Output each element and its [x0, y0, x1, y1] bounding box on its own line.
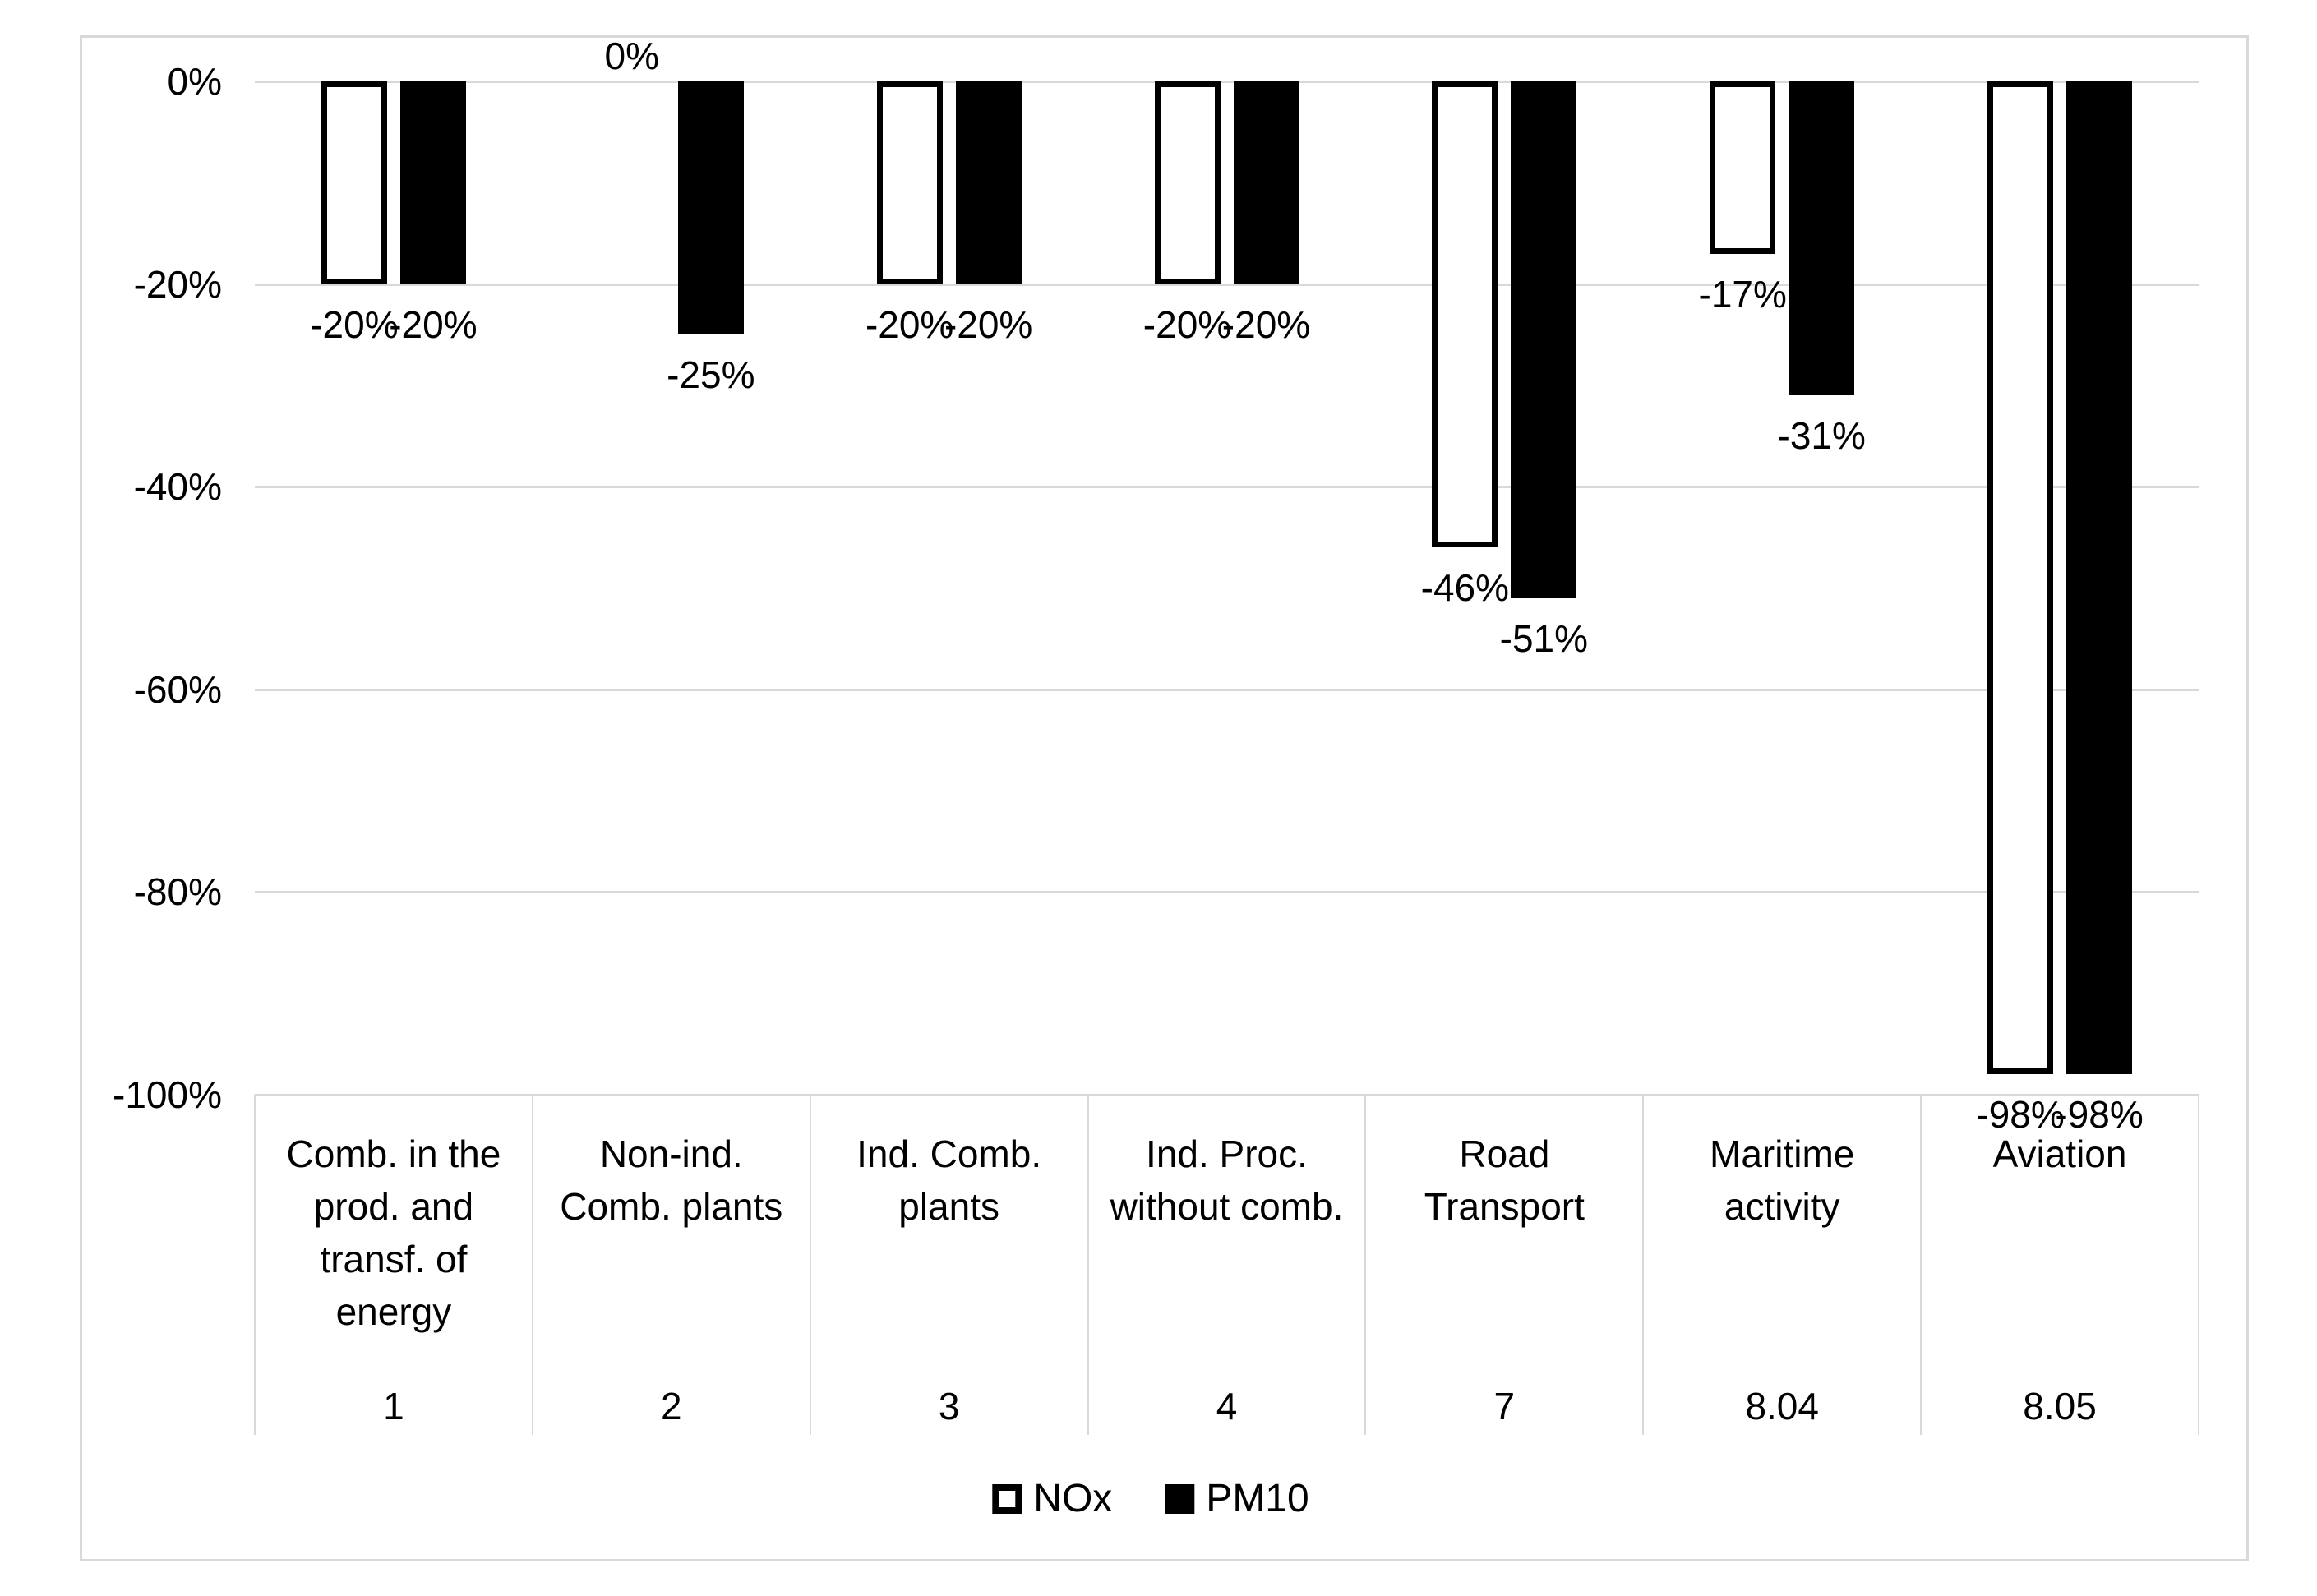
category-label-line: Non-ind.: [599, 1132, 743, 1175]
bar-pm10: [2066, 81, 2133, 1075]
category-table-border: [809, 1095, 811, 1435]
y-axis-tick-label: -60%: [133, 667, 222, 711]
category-code: 1: [383, 1385, 404, 1428]
category-label-line: prod. and: [313, 1185, 474, 1228]
data-label-pm10: -51%: [1499, 616, 1589, 660]
category-label-line: Aviation: [1992, 1132, 2127, 1175]
y-axis-tick-label: -40%: [133, 465, 222, 509]
data-label-pm10: -20%: [944, 302, 1033, 346]
data-label-nox: -17%: [1698, 272, 1787, 316]
bar-pm10: [955, 81, 1022, 284]
category-label-line: Ind. Comb.: [856, 1132, 1042, 1175]
legend-nox-swatch: [992, 1483, 1022, 1514]
data-label-nox: -20%: [1142, 302, 1232, 346]
category-label-line: without comb.: [1110, 1185, 1344, 1228]
legend-nox-label: NOx: [1033, 1477, 1113, 1520]
data-label-nox: -20%: [310, 302, 399, 346]
category-table-border: [1920, 1095, 1922, 1435]
category-label-line: Road: [1459, 1132, 1550, 1175]
data-label-pm10: -31%: [1777, 414, 1866, 458]
category-label-line: Ind. Proc.: [1146, 1132, 1308, 1175]
data-label-nox: -98%: [1976, 1093, 2065, 1137]
category-label: Aviation: [1926, 1128, 2194, 1180]
y-axis-tick-label: 0%: [167, 60, 222, 103]
category-label: Ind. Proc. without comb.: [1093, 1128, 1361, 1233]
category-code: 7: [1493, 1385, 1516, 1428]
gridline: [255, 688, 2199, 691]
gridline: [255, 283, 2199, 286]
bar-nox: [1154, 81, 1221, 284]
legend-item-pm10: PM10: [1165, 1476, 1309, 1521]
bar-nox: [1710, 81, 1776, 254]
category-label: Road Transport: [1370, 1128, 1638, 1233]
y-axis-tick-label: -100%: [113, 1073, 222, 1116]
legend-pm10-swatch: [1165, 1483, 1195, 1514]
category-table-border: [254, 1095, 256, 1435]
category-table-border: [1087, 1095, 1089, 1435]
data-label-pm10: -20%: [1221, 302, 1311, 346]
category-label: Ind. Comb. plants: [815, 1128, 1083, 1233]
category-label: Comb. in the prod. and transf. of energy: [260, 1128, 528, 1338]
category-label: Maritime activity: [1648, 1128, 1916, 1233]
category-label-line: Maritime: [1710, 1132, 1855, 1175]
category-table-border: [1642, 1095, 1645, 1435]
legend-item-nox: NOx: [992, 1476, 1112, 1521]
category-label-line: plants: [898, 1185, 999, 1228]
category-code: 4: [1216, 1385, 1238, 1428]
figure-border: [80, 35, 2249, 1561]
data-label-nox: -20%: [865, 302, 954, 346]
gridline: [255, 1094, 2199, 1096]
bar-nox: [321, 81, 387, 284]
category-table-border: [531, 1095, 533, 1435]
category-table-border: [2198, 1095, 2199, 1435]
data-label-nox: 0%: [604, 35, 660, 77]
bar-pm10: [399, 81, 466, 284]
gridline: [255, 891, 2199, 894]
data-label-pm10: -25%: [667, 353, 755, 397]
bar-pm10: [1511, 81, 1577, 598]
category-label-line: transf. of: [320, 1238, 468, 1280]
bar-pm10: [677, 81, 744, 335]
category-code: 8.04: [1745, 1385, 1819, 1428]
data-label-pm10: -98%: [2055, 1093, 2144, 1137]
bar-pm10: [1233, 81, 1299, 284]
category-code: 8.05: [2023, 1385, 2097, 1428]
legend: NOx PM10: [992, 1476, 1309, 1521]
category-code: 2: [660, 1385, 682, 1428]
bar-nox: [876, 81, 943, 284]
gridline: [255, 486, 2199, 489]
category-label-line: activity: [1724, 1185, 1840, 1228]
category-label-line: Comb. plants: [560, 1185, 783, 1228]
data-label-pm10: -20%: [389, 302, 478, 346]
bar-nox: [1987, 81, 2054, 1075]
category-label-line: Transport: [1424, 1185, 1585, 1228]
legend-pm10-label: PM10: [1206, 1477, 1309, 1520]
category-label-line: Comb. in the: [286, 1132, 501, 1175]
bar-nox: [1432, 81, 1498, 548]
y-axis-tick-label: -20%: [133, 262, 222, 306]
bar-pm10: [1789, 81, 1855, 396]
category-label-line: energy: [335, 1290, 452, 1333]
category-code: 3: [938, 1385, 960, 1428]
gridline: [255, 81, 2199, 83]
category-label: Non-ind. Comb. plants: [538, 1128, 805, 1233]
y-axis-tick-label: -80%: [133, 870, 222, 914]
category-table-border: [1364, 1095, 1367, 1435]
data-label-nox: -46%: [1420, 566, 1510, 610]
